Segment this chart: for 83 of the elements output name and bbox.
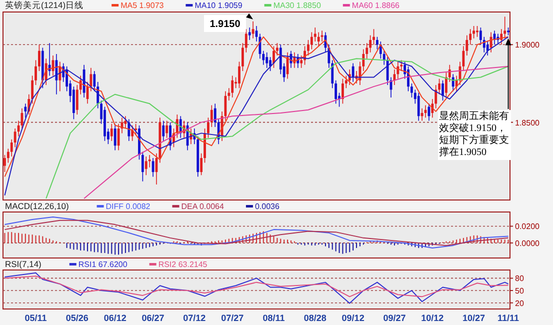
legend-label: MA30 1.8850 [273,1,322,10]
candlestick [317,32,320,47]
candlestick [442,80,444,101]
x-tick-label: 06/27 [142,313,164,323]
x-tick-label: 08/28 [304,313,326,323]
x-tick-label: 07/27 [221,313,244,323]
candlestick [244,28,248,53]
legend-label: RSI2 63.2145 [158,260,208,269]
legend-label: MA60 1.8866 [352,1,400,10]
candlestick [472,26,475,39]
y-tick-label: 1.8500 [515,118,540,128]
line-series [4,276,509,298]
candlestick [141,151,144,182]
y-tick-label: 0.0000 [515,238,540,248]
annotation: 1.9150 [210,19,241,30]
candlestick [272,46,275,68]
candlestick [420,108,424,122]
line-series [4,272,509,304]
candlestick [269,56,272,72]
candlestick [131,125,134,142]
candlestick [148,154,151,168]
candlestick [476,26,478,38]
candlestick [110,123,113,142]
x-tick-label: 11/11 [498,313,520,323]
x-tick-label: 05/11 [24,313,47,323]
candlestick [486,41,489,56]
candlestick [166,120,168,138]
legend-label: RSI1 67.6200 [78,260,128,269]
legend-label: MA10 1.9059 [194,1,243,10]
legend-label: 0.0036 [254,202,280,211]
candlestick [352,62,354,82]
candlestick [162,120,165,142]
y-tick-label: 50 [515,286,524,296]
candlestick [314,27,316,42]
y-tick-label: 80 [515,274,524,284]
x-tick-label: 09/12 [342,313,364,323]
candlestick [82,64,86,98]
legend-label: MA5 1.9073 [120,1,164,10]
x-tick-label: 10/27 [462,313,486,323]
candlestick [134,123,137,136]
candlestick [114,123,116,151]
x-tick-label: 10/12 [421,313,444,323]
candlestick [231,75,234,98]
candlestick [276,42,278,56]
candlestick [200,152,203,176]
candlestick [144,156,148,176]
candlestick [372,28,375,46]
candlestick [310,32,313,50]
candlestick [207,117,210,138]
candlestick [124,116,127,129]
candlestick [417,92,420,122]
candlestick [34,60,37,86]
x-tick-label: 05/26 [66,313,88,323]
candlestick [410,83,413,98]
candlestick [428,103,430,122]
legend-label: DIFF 0.0082 [106,202,151,211]
y-tick-label: 0.0200 [515,222,540,232]
candlestick [376,36,378,50]
x-tick-label: 06/12 [104,313,126,323]
candlestick [4,154,6,172]
candlestick [241,42,244,72]
candlestick [266,52,268,68]
candlestick [252,20,254,39]
y-tick-label: 20 [515,298,524,308]
candlestick [248,27,251,40]
candlestick [38,44,40,72]
annotation: 显然周五未能有效突破1.9150，短期下方重要支撑在1.9050 [438,110,511,160]
candlestick [210,104,213,128]
x-tick-label: 09/27 [383,313,406,323]
candlestick [238,61,240,89]
x-tick-label: 08/11 [262,313,285,323]
x-tick-label: 07/12 [183,313,206,323]
candlestick [24,103,27,118]
candlestick [438,78,441,95]
candlestick [300,55,303,68]
candlestick [307,40,310,56]
candlestick [72,86,75,120]
y-tick-label: 1.9000 [515,40,540,50]
candlestick [342,78,344,104]
chart-title: MACD(12,26,10) [5,201,69,211]
legend-label: DEA 0.0064 [181,202,224,211]
chart-title: 英镑美元(1214)日线 [5,0,84,10]
chart-title: RSI(7,14) [5,259,42,269]
